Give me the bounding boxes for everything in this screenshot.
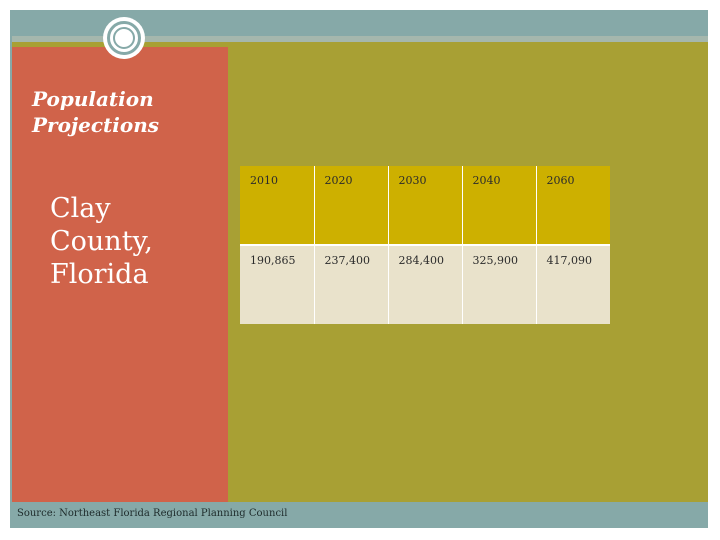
year-cell: 2040 (462, 166, 537, 246)
population-cell: 284,400 (388, 245, 463, 324)
left-panel (12, 47, 228, 502)
subtitle-line: Clay (50, 193, 111, 224)
table-header-row: 2010 2020 2030 2040 2060 (240, 166, 610, 246)
population-cell: 325,900 (462, 245, 537, 324)
bottom-band (12, 502, 708, 528)
year-cell: 2010 (240, 166, 315, 246)
population-cell: 237,400 (314, 245, 389, 324)
source-note: Source: Northeast Florida Regional Plann… (17, 508, 288, 519)
slide-title: Population Projections (32, 87, 160, 137)
year-cell: 2060 (536, 166, 610, 246)
top-band (12, 36, 708, 42)
ring-logo-icon (103, 17, 145, 59)
population-cell: 190,865 (240, 245, 315, 324)
subtitle-line: County, (50, 226, 153, 257)
year-cell: 2030 (388, 166, 463, 246)
table-row: 190,865 237,400 284,400 325,900 417,090 (240, 245, 610, 324)
population-table: 2010 2020 2030 2040 2060 190,865 237,400… (240, 166, 610, 324)
year-cell: 2020 (314, 166, 389, 246)
slide-subtitle: Clay County, Florida (50, 192, 220, 291)
population-cell: 417,090 (536, 245, 610, 324)
subtitle-line: Florida (50, 259, 149, 290)
